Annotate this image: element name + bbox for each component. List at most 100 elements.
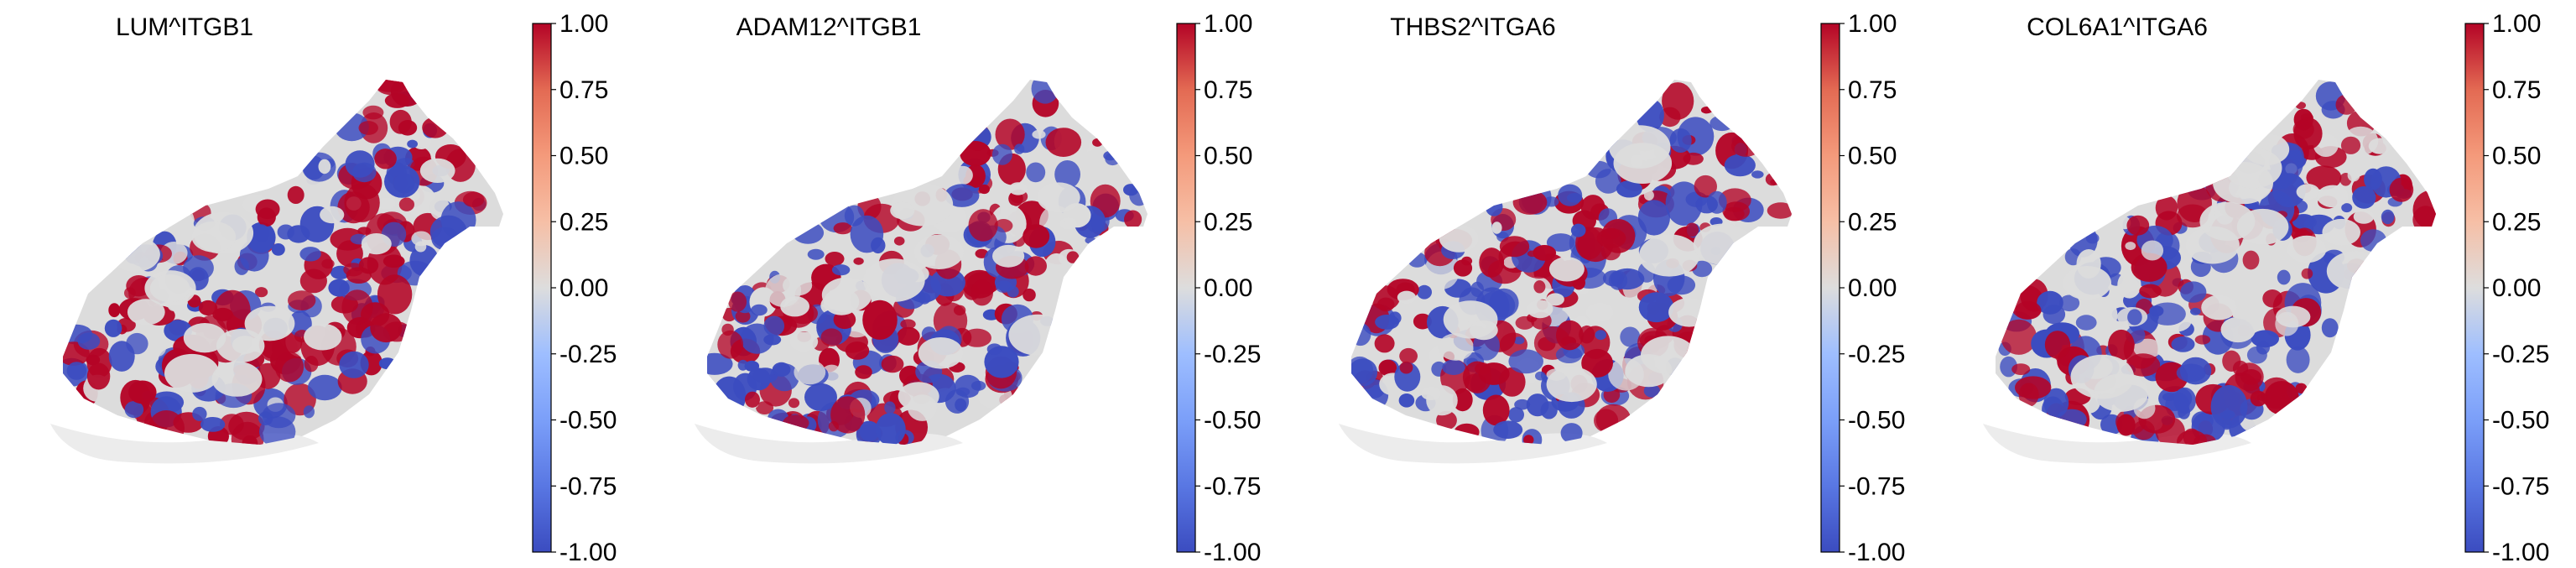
spot-patch (2132, 419, 2155, 440)
spot-patch (257, 207, 276, 227)
tissue-gap (361, 233, 392, 255)
spot-patch (1638, 292, 1674, 323)
spot-patch (820, 328, 843, 347)
tissue-gap (419, 158, 455, 183)
colorbar-tick-label: -0.25 (2492, 341, 2549, 368)
spot-patch (735, 310, 751, 323)
spot-patch (108, 303, 121, 318)
tissue-gap (1037, 182, 1080, 213)
spot-patch (1054, 160, 1080, 189)
spot-patch (344, 183, 380, 222)
spot-patch (1513, 336, 1525, 345)
spot-patch (2177, 430, 2208, 445)
spot-patch (825, 252, 845, 266)
spot-patch (86, 362, 111, 390)
tissue-gap (2224, 148, 2282, 189)
spot-patch (1570, 223, 1586, 237)
spot-patch (1543, 196, 1559, 207)
spot-patch (792, 221, 825, 244)
spot-patch (751, 304, 768, 316)
panel-2: ADAM12^ITGB1 1.00 0.75 0.50 0.25 0.00 -0.25 -0.… (695, 10, 1261, 566)
spot-patch (855, 365, 872, 379)
tissue-gap (2199, 201, 2256, 241)
spot-patch (1586, 160, 1611, 179)
spot-patch (318, 159, 331, 175)
spot-patch (2176, 363, 2206, 383)
colorbar-tick-label: 0.75 (559, 76, 608, 104)
spot-patch (875, 413, 906, 445)
spot-patch (1455, 414, 1466, 426)
colorbar-tick-label: -1.00 (559, 539, 617, 566)
spot-patch (845, 341, 870, 360)
colorbar-tick-label: 0.25 (1848, 208, 1897, 236)
tissue-gap (1059, 217, 1077, 230)
spot-patch (2341, 203, 2353, 213)
spot-patch (2347, 169, 2360, 182)
spot-patch (1546, 233, 1575, 252)
colorbar-tick-label: -0.50 (559, 407, 617, 435)
spot-patch (1031, 80, 1059, 104)
spot-patch (2018, 383, 2039, 407)
spot-patch (1683, 152, 1704, 165)
spot-patch (2015, 301, 2042, 320)
spot-patch (1032, 129, 1046, 139)
colorbar-tick-label: 1.00 (559, 10, 608, 38)
spot-patch (763, 315, 785, 336)
spot-patch (833, 222, 852, 235)
spot-patch (462, 191, 485, 207)
spot-patch (1643, 190, 1654, 201)
spot-patch (2292, 119, 2314, 139)
tissue-gap (304, 323, 342, 351)
spot-patch (2190, 307, 2201, 315)
spot-patch (1700, 107, 1713, 114)
spot-patch (2058, 294, 2080, 312)
tissue-gap (2094, 373, 2149, 412)
spot-patch (1508, 349, 1543, 374)
spot-patch (1637, 200, 1670, 236)
spot-patch (307, 374, 342, 401)
spot-patch (1662, 82, 1694, 120)
spot-patch (1556, 320, 1584, 351)
tissue-gap (2322, 218, 2360, 246)
spot-patch (2246, 346, 2267, 364)
spot-patch (148, 410, 185, 445)
tissue-gap (2296, 184, 2320, 201)
spot-patch (1376, 297, 1395, 312)
spot-patch (783, 414, 809, 432)
colorbar-tick-label: -0.75 (1204, 472, 1261, 500)
tissue-gap (863, 258, 925, 302)
tissue-gap (898, 382, 939, 411)
spot-patch (389, 109, 412, 134)
spot-layer (63, 80, 492, 445)
spot-patch (1398, 393, 1415, 408)
spot-patch (377, 274, 413, 315)
spot-patch (1023, 288, 1036, 302)
spot-patch (255, 287, 268, 298)
spot-patch (2250, 390, 2267, 407)
spot-patch (2044, 331, 2071, 359)
colorbar-tick-label: -1.00 (2492, 539, 2549, 566)
spot-patch (374, 149, 397, 169)
spot-patch (2167, 351, 2178, 362)
tissue-gap (2063, 266, 2111, 300)
spot-patch (2085, 232, 2100, 244)
spot-patch (756, 401, 774, 414)
spot-patch (1595, 404, 1631, 435)
spot-patch (2139, 284, 2162, 299)
spot-patch (1470, 281, 1484, 297)
tissue-gap (1546, 293, 1564, 306)
spot-patch (2364, 168, 2382, 190)
spot-patch (953, 305, 966, 315)
spot-patch (1438, 333, 1474, 361)
spot-patch (2301, 268, 2313, 279)
spot-patch (2235, 362, 2264, 392)
spot-patch (2272, 173, 2306, 208)
spot-patch (1694, 175, 1717, 198)
spot-patch (2001, 319, 2037, 355)
spot-patch (1378, 359, 1397, 377)
spot-patch (712, 376, 747, 416)
spot-patch (339, 351, 369, 378)
spot-patch (390, 80, 424, 107)
spot-patch (66, 362, 87, 380)
spot-patch (253, 224, 270, 242)
